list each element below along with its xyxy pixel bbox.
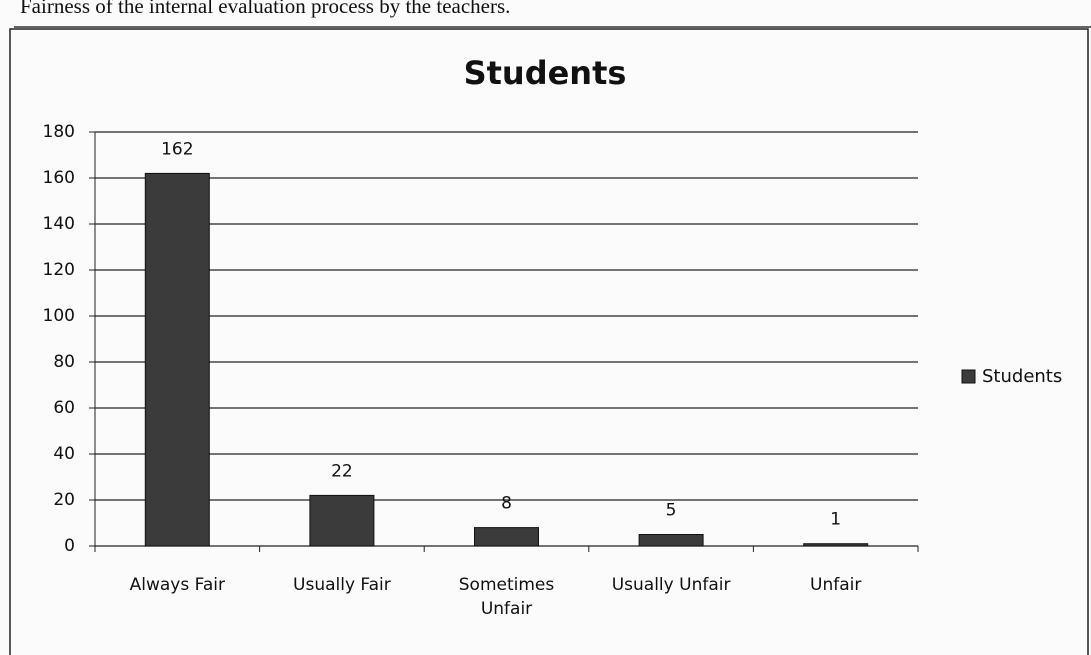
y-tick-label: 20 [53, 490, 75, 510]
y-tick-label: 80 [53, 352, 75, 372]
data-label: 5 [666, 501, 677, 521]
x-tick-label: Always Fair [129, 575, 225, 595]
x-tick-label: Usually Fair [293, 575, 391, 595]
y-tick-label: 180 [43, 122, 75, 142]
frame [9, 28, 1089, 655]
y-tick-label: 100 [43, 306, 75, 326]
y-tick-label: 0 [64, 536, 75, 556]
y-tick-label: 40 [53, 444, 75, 464]
y-tick-label: 140 [43, 214, 75, 234]
bar [474, 527, 539, 547]
bar [638, 534, 704, 547]
y-tick-label: 120 [43, 260, 75, 280]
chart-title: Students [464, 54, 627, 92]
bar [144, 172, 210, 547]
caption: Fairness of the internal evaluation proc… [20, 0, 510, 18]
legend-label: Students [982, 366, 1062, 387]
data-label: 1 [830, 510, 841, 530]
bar [803, 543, 869, 547]
x-tick-label: Unfair [810, 575, 862, 595]
legend-swatch [961, 369, 976, 384]
data-label: 162 [161, 139, 193, 159]
y-tick-label: 160 [43, 168, 75, 188]
data-label: 22 [331, 461, 353, 481]
data-label: 8 [501, 494, 512, 514]
x-tick-label: Usually Unfair [611, 575, 731, 595]
x-tick-label: Sometimes Unfair [458, 575, 555, 619]
bar [309, 494, 375, 547]
y-tick-label: 60 [53, 398, 75, 418]
